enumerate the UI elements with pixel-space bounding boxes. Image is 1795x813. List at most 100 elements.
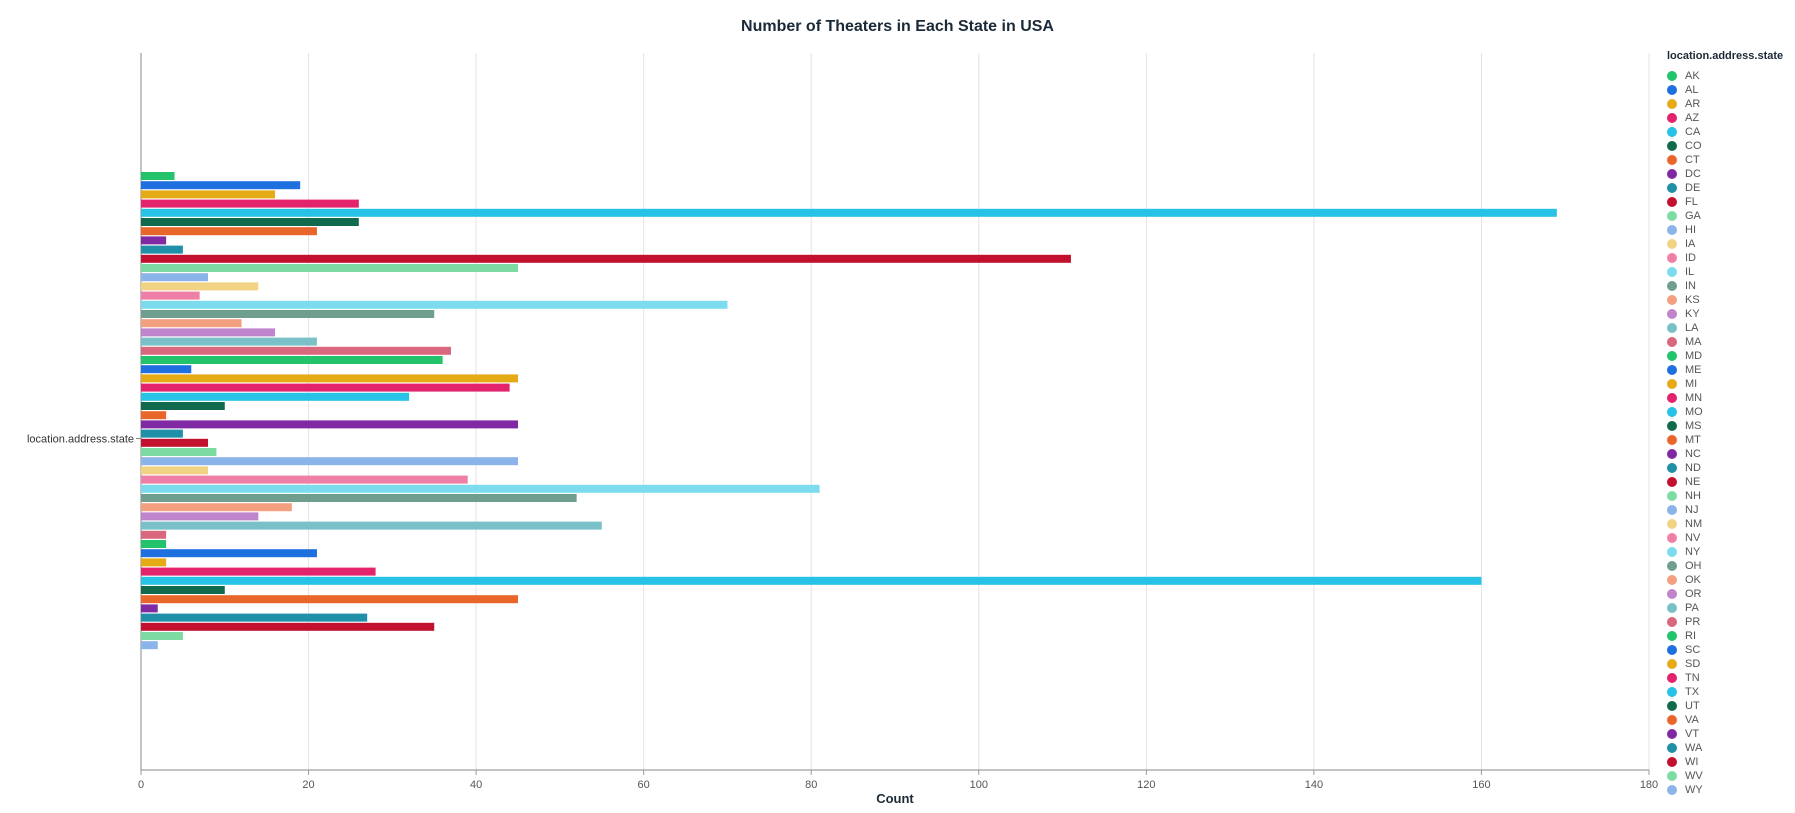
legend-item-ca[interactable]: CA: [1667, 125, 1703, 139]
legend-label: NJ: [1685, 504, 1699, 516]
legend-label: VA: [1685, 714, 1699, 726]
legend-item-al[interactable]: AL: [1667, 83, 1703, 97]
legend-item-ny[interactable]: NY: [1667, 545, 1703, 559]
legend-item-la[interactable]: LA: [1667, 321, 1703, 335]
legend-label: TX: [1685, 686, 1700, 698]
legend-item-nh[interactable]: NH: [1667, 489, 1703, 503]
x-tick-label: 140: [1305, 779, 1323, 791]
legend-swatch: [1667, 393, 1677, 403]
legend-item-ky[interactable]: KY: [1667, 307, 1703, 321]
x-tick-label: 120: [1137, 779, 1155, 791]
x-tick-label: 20: [302, 779, 314, 791]
legend-item-ar[interactable]: AR: [1667, 97, 1703, 111]
legend-item-de[interactable]: DE: [1667, 181, 1703, 195]
legend-item-ms[interactable]: MS: [1667, 419, 1703, 433]
legend-label: OK: [1685, 574, 1701, 586]
legend-item-id[interactable]: ID: [1667, 251, 1703, 265]
legend-item-nd[interactable]: ND: [1667, 461, 1703, 475]
bar-sc: [141, 549, 317, 558]
legend-item-vt[interactable]: VT: [1667, 727, 1703, 741]
legend-item-ut[interactable]: UT: [1667, 699, 1703, 713]
legend-item-mt[interactable]: MT: [1667, 433, 1703, 447]
legend-label: MD: [1685, 350, 1703, 362]
bar-mt: [141, 411, 167, 420]
legend-item-az[interactable]: AZ: [1667, 111, 1703, 125]
legend-swatch: [1667, 169, 1677, 179]
legend-swatch: [1667, 127, 1677, 137]
legend-item-pr[interactable]: PR: [1667, 615, 1703, 629]
legend-item-wa[interactable]: WA: [1667, 741, 1703, 755]
legend-item-ok[interactable]: OK: [1667, 573, 1703, 587]
legend-item-ia[interactable]: IA: [1667, 237, 1703, 251]
legend-item-ne[interactable]: NE: [1667, 475, 1703, 489]
x-tick-label: 180: [1640, 779, 1658, 791]
legend-swatch: [1667, 113, 1677, 123]
legend-item-hi[interactable]: HI: [1667, 223, 1703, 237]
legend-label: ID: [1685, 252, 1696, 264]
legend-item-mn[interactable]: MN: [1667, 391, 1703, 405]
legend-item-tn[interactable]: TN: [1667, 671, 1703, 685]
legend-item-ma[interactable]: MA: [1667, 335, 1703, 349]
legend-label: DE: [1685, 182, 1701, 194]
bar-dc: [141, 236, 167, 245]
legend-swatch: [1667, 757, 1677, 767]
legend-swatch: [1667, 421, 1677, 431]
legend-item-sc[interactable]: SC: [1667, 643, 1703, 657]
legend-label: AZ: [1685, 112, 1700, 124]
legend-label: CT: [1685, 154, 1700, 166]
legend-item-md[interactable]: MD: [1667, 349, 1703, 363]
legend-item-sd[interactable]: SD: [1667, 657, 1703, 671]
bar-nh: [141, 448, 217, 456]
legend-swatch: [1667, 603, 1677, 613]
legend-item-tx[interactable]: TX: [1667, 685, 1703, 699]
legend-label: MT: [1685, 434, 1701, 446]
legend-swatch: [1667, 743, 1677, 753]
legend-item-nm[interactable]: NM: [1667, 517, 1703, 531]
legend-item-oh[interactable]: OH: [1667, 559, 1703, 573]
legend-item-pa[interactable]: PA: [1667, 601, 1703, 615]
legend-label: GA: [1685, 210, 1701, 222]
x-tick-label: 80: [805, 779, 817, 791]
legend-label: ND: [1685, 462, 1701, 474]
legend-label: WA: [1685, 742, 1703, 754]
legend-item-nc[interactable]: NC: [1667, 447, 1703, 461]
legend-swatch: [1667, 449, 1677, 459]
legend-item-ct[interactable]: CT: [1667, 153, 1703, 167]
x-tick-label: 100: [970, 779, 988, 791]
legend-label: VT: [1685, 728, 1700, 740]
legend-swatch: [1667, 491, 1677, 501]
legend-item-co[interactable]: CO: [1667, 139, 1703, 153]
legend-item-in[interactable]: IN: [1667, 279, 1703, 293]
legend-item-wy[interactable]: WY: [1667, 783, 1703, 797]
legend-label: MN: [1685, 392, 1703, 404]
bar-ut: [141, 586, 225, 594]
legend-item-ga[interactable]: GA: [1667, 209, 1703, 223]
bar-hi: [141, 273, 209, 282]
bar-md: [141, 356, 443, 364]
legend-item-mo[interactable]: MO: [1667, 405, 1703, 419]
legend-title: location.address.state: [1667, 50, 1784, 62]
legend-item-ak[interactable]: AK: [1667, 69, 1703, 83]
legend-label: UT: [1685, 700, 1700, 712]
legend-item-wv[interactable]: WV: [1667, 769, 1703, 783]
bar-co: [141, 218, 359, 226]
legend-item-ks[interactable]: KS: [1667, 293, 1703, 307]
legend-item-nv[interactable]: NV: [1667, 531, 1703, 545]
legend-item-dc[interactable]: DC: [1667, 167, 1703, 181]
legend-swatch: [1667, 687, 1677, 697]
legend-item-wi[interactable]: WI: [1667, 755, 1703, 769]
x-tick-label: 0: [138, 779, 144, 791]
legend-item-nj[interactable]: NJ: [1667, 503, 1703, 517]
legend-label: WY: [1685, 784, 1703, 796]
legend-item-ri[interactable]: RI: [1667, 629, 1703, 643]
legend-item-mi[interactable]: MI: [1667, 377, 1703, 391]
legend-swatch: [1667, 225, 1677, 235]
legend-swatch: [1667, 351, 1677, 361]
legend-swatch: [1667, 365, 1677, 375]
legend-item-fl[interactable]: FL: [1667, 195, 1703, 209]
legend-item-va[interactable]: VA: [1667, 713, 1703, 727]
legend-item-me[interactable]: ME: [1667, 363, 1703, 377]
legend-item-or[interactable]: OR: [1667, 587, 1703, 601]
legend-item-il[interactable]: IL: [1667, 265, 1703, 279]
